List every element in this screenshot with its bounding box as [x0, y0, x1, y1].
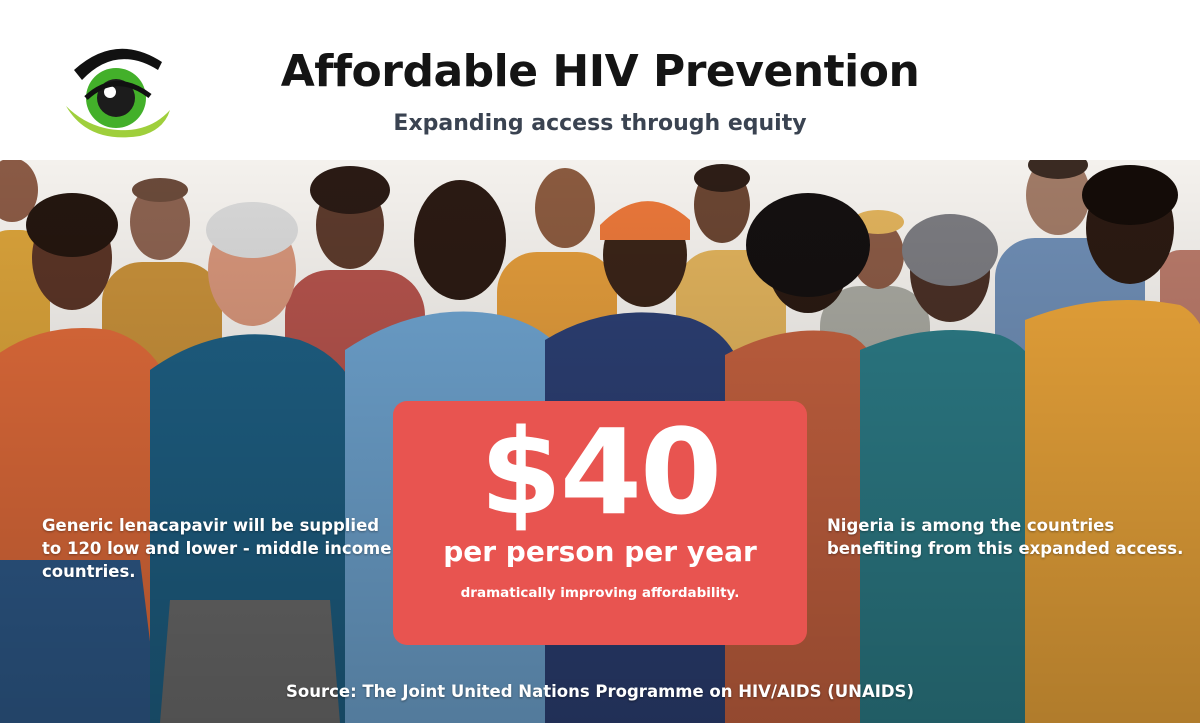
price-value: $40: [479, 403, 722, 541]
header: Affordable HIV Prevention Expanding acce…: [0, 0, 1200, 160]
right-caption: Nigeria is among the countries benefitin…: [827, 516, 1184, 558]
page-title: Affordable HIV Prevention: [280, 46, 920, 97]
eye-logo-icon: [66, 48, 170, 138]
page-subtitle: Expanding access through equity: [393, 111, 807, 136]
price-unit: per person per year: [443, 535, 757, 568]
price-box: $40 per person per year dramatically imp…: [393, 401, 807, 645]
price-note: dramatically improving affordability.: [460, 585, 740, 601]
left-caption: Generic lenacapavir will be supplied to …: [42, 516, 392, 581]
source-credit: Source: The Joint United Nations Program…: [286, 682, 914, 701]
